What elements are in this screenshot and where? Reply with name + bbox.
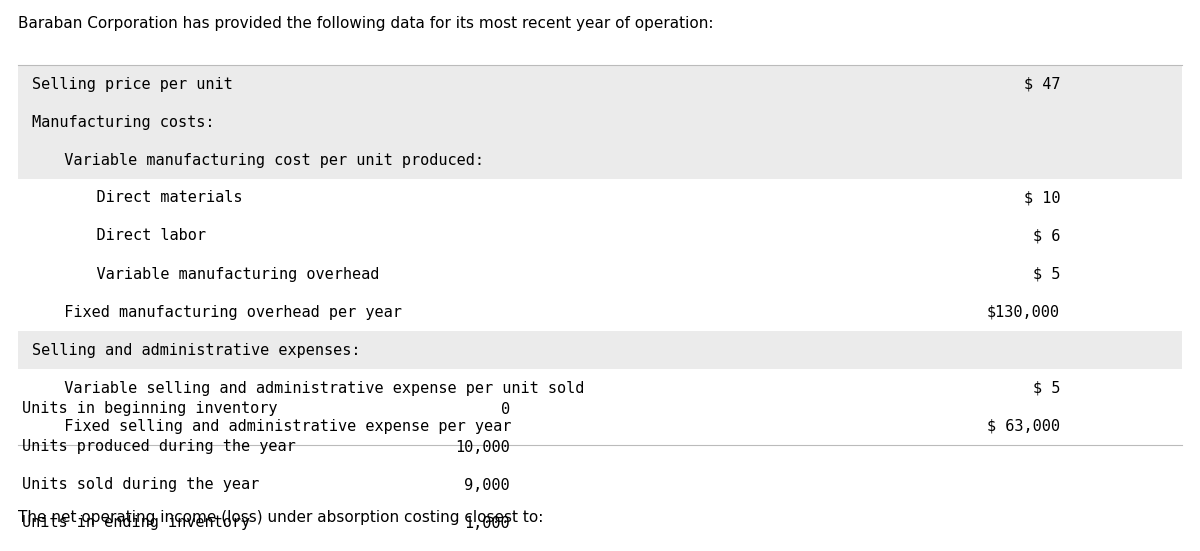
Text: Selling and administrative expenses:: Selling and administrative expenses: bbox=[32, 343, 360, 358]
Text: $ 47: $ 47 bbox=[1024, 77, 1060, 91]
Text: Variable manufacturing overhead: Variable manufacturing overhead bbox=[60, 267, 379, 282]
Text: Fixed manufacturing overhead per year: Fixed manufacturing overhead per year bbox=[46, 305, 402, 320]
Text: $ 10: $ 10 bbox=[1024, 191, 1060, 206]
Text: Units sold during the year: Units sold during the year bbox=[22, 478, 259, 493]
Text: $ 6: $ 6 bbox=[1033, 229, 1060, 244]
Text: Manufacturing costs:: Manufacturing costs: bbox=[32, 115, 215, 129]
Text: Variable selling and administrative expense per unit sold: Variable selling and administrative expe… bbox=[46, 381, 584, 396]
Text: 0: 0 bbox=[500, 402, 510, 417]
Text: Selling price per unit: Selling price per unit bbox=[32, 77, 233, 91]
Text: The net operating income (loss) under absorption costing closest to:: The net operating income (loss) under ab… bbox=[18, 510, 544, 525]
Bar bbox=[18, 141, 1182, 179]
Text: Fixed selling and administrative expense per year: Fixed selling and administrative expense… bbox=[46, 419, 511, 434]
Text: Units produced during the year: Units produced during the year bbox=[22, 440, 295, 455]
Text: Variable manufacturing cost per unit produced:: Variable manufacturing cost per unit pro… bbox=[46, 153, 484, 168]
Text: $ 5: $ 5 bbox=[1033, 267, 1060, 282]
Text: 10,000: 10,000 bbox=[455, 440, 510, 455]
Text: Direct labor: Direct labor bbox=[60, 229, 206, 244]
Bar bbox=[18, 103, 1182, 141]
Text: Direct materials: Direct materials bbox=[60, 191, 242, 206]
Bar bbox=[18, 65, 1182, 103]
Text: Units in beginning inventory: Units in beginning inventory bbox=[22, 402, 277, 417]
Text: Units in ending inventory: Units in ending inventory bbox=[22, 516, 250, 531]
Bar bbox=[18, 331, 1182, 369]
Text: Baraban Corporation has provided the following data for its most recent year of : Baraban Corporation has provided the fol… bbox=[18, 16, 714, 31]
Text: 1,000: 1,000 bbox=[464, 516, 510, 531]
Text: $ 63,000: $ 63,000 bbox=[986, 419, 1060, 434]
Text: 9,000: 9,000 bbox=[464, 478, 510, 493]
Text: $ 5: $ 5 bbox=[1033, 381, 1060, 396]
Text: $130,000: $130,000 bbox=[986, 305, 1060, 320]
